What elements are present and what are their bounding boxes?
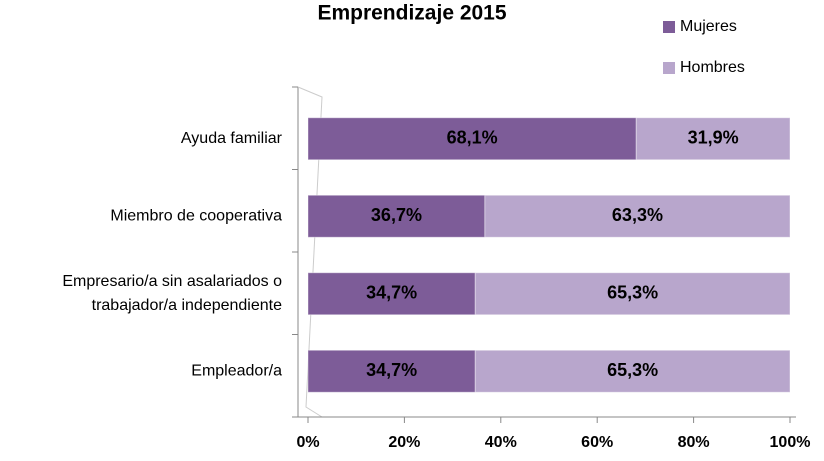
- x-tick-label: 80%: [678, 434, 710, 451]
- y-tick-label: Ayuda familiar: [181, 130, 283, 147]
- y-tick-label: Empleador/a: [191, 362, 282, 379]
- legend-swatch: [663, 62, 675, 74]
- axis-wall: [297, 86, 323, 418]
- y-tick-label: Miembro de cooperativa: [110, 207, 282, 224]
- value-label: 34,7%: [366, 360, 417, 380]
- bar-segment: [307, 349, 476, 393]
- legend-label: Mujeres: [680, 18, 737, 35]
- chart-title: Emprendizaje 2015: [317, 2, 506, 25]
- bar-segment: [307, 194, 486, 238]
- bar-segment: [474, 349, 791, 393]
- bar-segment: [474, 272, 791, 316]
- value-label: 36,7%: [371, 205, 422, 225]
- value-label: 31,9%: [688, 128, 739, 148]
- bar-segment: [635, 117, 791, 161]
- value-label: 65,3%: [607, 360, 658, 380]
- x-tick-label: 40%: [485, 434, 517, 451]
- legend-label: Hombres: [680, 59, 745, 76]
- value-label: 65,3%: [607, 283, 658, 303]
- value-label: 34,7%: [366, 283, 417, 303]
- legend-swatch: [663, 21, 675, 33]
- y-tick-label: Empresario/a sin asalariados o trabajador…: [62, 273, 282, 314]
- value-label: 63,3%: [612, 205, 663, 225]
- value-label: 68,1%: [447, 128, 498, 148]
- x-tick-label: 0%: [296, 434, 319, 451]
- x-tick-label: 60%: [581, 434, 613, 451]
- x-tick-label: 100%: [770, 434, 811, 451]
- bar-segment: [484, 194, 791, 238]
- x-tick-label: 20%: [388, 434, 420, 451]
